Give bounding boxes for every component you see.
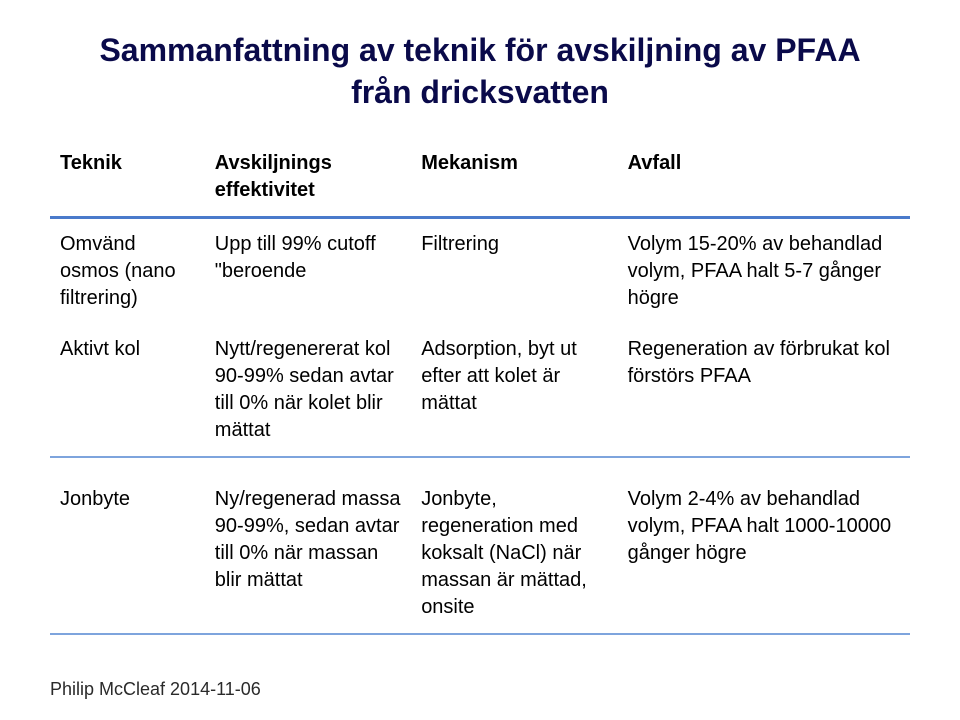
cell-mekanism: Jonbyte, regeneration med koksalt (NaCl)… (411, 457, 617, 634)
cell-effektivitet: Upp till 99% cutoff "beroende (205, 218, 411, 325)
summary-table: Teknik Avskiljnings effektivitet Mekanis… (50, 138, 910, 635)
cell-teknik: Omvänd osmos (nano filtrering) (50, 218, 205, 325)
cell-teknik: Jonbyte (50, 457, 205, 634)
cell-mekanism: Filtrering (411, 218, 617, 325)
table-row: Aktivt kol Nytt/regenererat kol 90-99% s… (50, 324, 910, 457)
cell-effektivitet: Nytt/regenererat kol 90-99% sedan avtar … (205, 324, 411, 457)
col-header-avfall: Avfall (618, 138, 910, 218)
cell-effektivitet: Ny/regenerad massa 90-99%, sedan avtar t… (205, 457, 411, 634)
cell-avfall: Regeneration av förbrukat kol förstörs P… (618, 324, 910, 457)
title-line-1: Sammanfattning av teknik för avskiljning… (99, 32, 860, 68)
cell-avfall: Volym 2-4% av behandlad volym, PFAA halt… (618, 457, 910, 634)
cell-mekanism: Adsorption, byt ut efter att kolet är mä… (411, 324, 617, 457)
cell-teknik: Aktivt kol (50, 324, 205, 457)
table-row: Omvänd osmos (nano filtrering) Upp till … (50, 218, 910, 325)
cell-avfall: Volym 15-20% av behandlad volym, PFAA ha… (618, 218, 910, 325)
table-row: Jonbyte Ny/regenerad massa 90-99%, sedan… (50, 457, 910, 634)
footer-text: Philip McCleaf 2014-11-06 (50, 679, 261, 700)
slide: Sammanfattning av teknik för avskiljning… (0, 0, 960, 720)
col-header-effektivitet: Avskiljnings effektivitet (205, 138, 411, 218)
slide-title: Sammanfattning av teknik för avskiljning… (50, 30, 910, 113)
col-header-mekanism: Mekanism (411, 138, 617, 218)
title-line-2: från dricksvatten (351, 74, 609, 110)
table-header-row: Teknik Avskiljnings effektivitet Mekanis… (50, 138, 910, 218)
col-header-teknik: Teknik (50, 138, 205, 218)
